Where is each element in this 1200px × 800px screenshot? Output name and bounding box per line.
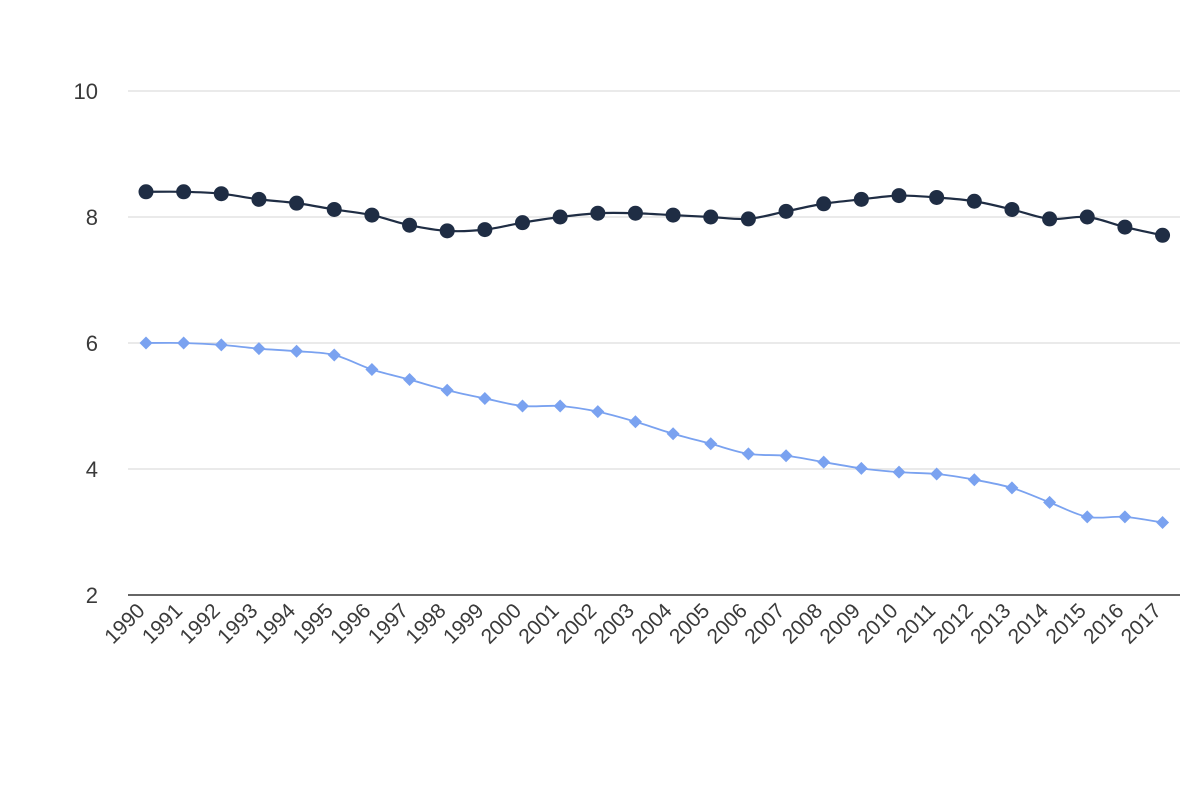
x-tick-label-2005: 2005 — [665, 599, 714, 648]
series-2-point-1992 — [214, 338, 228, 352]
grid-lines — [128, 90, 1180, 596]
series-2-point-1997 — [403, 373, 417, 387]
x-tick-label-1990: 1990 — [100, 599, 149, 648]
y-tick-label-10: 10 — [74, 79, 98, 104]
series-2-point-2014 — [1043, 495, 1057, 509]
x-tick-label-1992: 1992 — [176, 599, 225, 648]
x-tick-label-1999: 1999 — [439, 599, 488, 648]
series-2-point-1996 — [365, 362, 379, 376]
x-tick-label-2009: 2009 — [816, 599, 865, 648]
series-2-point-2011 — [930, 467, 944, 481]
series-1-line — [145, 190, 1163, 237]
series-1-point-1998 — [439, 223, 455, 239]
series-2-point-2012 — [967, 473, 981, 487]
series-2-point-2015 — [1080, 510, 1094, 524]
x-tick-label-2001: 2001 — [514, 599, 563, 648]
series-2-point-2001 — [553, 399, 567, 413]
y-axis-tick-labels: 2 4 6 8 10 — [74, 79, 98, 608]
x-tick-label-2002: 2002 — [552, 599, 601, 648]
series-1-point-2010 — [891, 188, 907, 204]
series-1-point-2003 — [627, 205, 643, 221]
series-2-point-1994 — [290, 344, 304, 358]
x-tick-label-2004: 2004 — [627, 599, 677, 649]
y-tick-label-2: 2 — [86, 583, 98, 608]
x-tick-label-2017: 2017 — [1117, 599, 1166, 648]
x-tick-label-2013: 2013 — [966, 599, 1015, 648]
series-2-point-2008 — [817, 455, 831, 469]
series-1-point-1999 — [477, 222, 493, 238]
x-tick-label-1995: 1995 — [288, 599, 337, 648]
series-1-point-2007 — [778, 203, 794, 219]
x-tick-label-2011: 2011 — [892, 599, 940, 647]
series-2-point-2003 — [628, 415, 642, 429]
series-1-point-1994 — [289, 195, 305, 211]
series-1-point-2002 — [590, 205, 606, 221]
series-2-point-1998 — [440, 383, 454, 397]
x-tick-label-2014: 2014 — [1004, 599, 1054, 649]
series-2-point-2016 — [1118, 510, 1132, 524]
series-1-point-1993 — [251, 191, 267, 207]
series-2-point-1991 — [177, 336, 191, 350]
series-1-point-1990 — [138, 184, 154, 200]
series-1-point-2013 — [1004, 201, 1020, 217]
series-lines — [145, 190, 1163, 524]
y-tick-label-8: 8 — [86, 205, 98, 230]
series-2-point-2000 — [516, 399, 529, 413]
series-2-point-2009 — [854, 461, 868, 475]
series-1-point-1997 — [402, 217, 418, 233]
series-1-point-1992 — [213, 186, 229, 202]
series-1-point-2014 — [1042, 211, 1058, 227]
series-1-point-2001 — [552, 209, 568, 225]
x-axis-tick-labels: 1990199119921993199419951996199719981999… — [100, 599, 1166, 649]
series-2-point-2010 — [892, 465, 906, 479]
x-tick-label-1994: 1994 — [251, 599, 301, 649]
series-2-point-1990 — [139, 336, 153, 350]
series-markers — [138, 184, 1171, 530]
series-1-point-2012 — [966, 193, 982, 209]
series-1-point-2011 — [929, 189, 945, 205]
series-1-point-2008 — [816, 196, 832, 212]
y-tick-label-6: 6 — [86, 331, 98, 356]
series-2-point-2004 — [666, 427, 680, 441]
x-tick-label-1991: 1991 — [138, 599, 187, 648]
series-2-point-2017 — [1156, 516, 1170, 530]
x-tick-label-2003: 2003 — [590, 599, 639, 648]
x-tick-label-2006: 2006 — [703, 599, 752, 648]
series-1-point-1995 — [326, 201, 342, 217]
series-1-point-2017 — [1155, 227, 1171, 243]
series-2-point-1993 — [252, 342, 266, 356]
series-1-point-1996 — [364, 207, 380, 223]
series-2-point-2007 — [779, 449, 793, 463]
x-tick-label-2010: 2010 — [853, 599, 902, 648]
series-2-point-1999 — [478, 391, 492, 405]
x-tick-label-1993: 1993 — [213, 599, 262, 648]
series-2-point-2006 — [741, 447, 755, 461]
series-1-point-2016 — [1117, 219, 1133, 235]
x-tick-label-1996: 1996 — [326, 599, 375, 648]
series-2-point-2005 — [704, 437, 718, 451]
series-1-point-2006 — [740, 211, 756, 227]
x-tick-label-2000: 2000 — [477, 599, 526, 648]
series-2-line — [145, 341, 1163, 524]
series-1-point-2005 — [703, 209, 719, 225]
series-1-point-2004 — [665, 207, 681, 223]
x-tick-label-2008: 2008 — [778, 599, 827, 648]
y-tick-label-4: 4 — [86, 457, 98, 482]
x-tick-label-2007: 2007 — [740, 599, 789, 648]
x-tick-label-1997: 1997 — [364, 599, 413, 648]
x-tick-label-2016: 2016 — [1079, 599, 1128, 648]
series-2-point-2013 — [1005, 481, 1019, 495]
series-1-point-1991 — [176, 184, 192, 200]
series-1-point-2000 — [515, 215, 530, 231]
x-tick-label-2012: 2012 — [929, 599, 978, 648]
x-tick-label-1998: 1998 — [401, 599, 450, 648]
series-1-point-2009 — [853, 191, 869, 207]
x-tick-label-2015: 2015 — [1041, 599, 1090, 648]
series-2-point-1995 — [327, 348, 341, 362]
series-2-point-2002 — [591, 405, 605, 419]
series-1-point-2015 — [1079, 209, 1095, 225]
